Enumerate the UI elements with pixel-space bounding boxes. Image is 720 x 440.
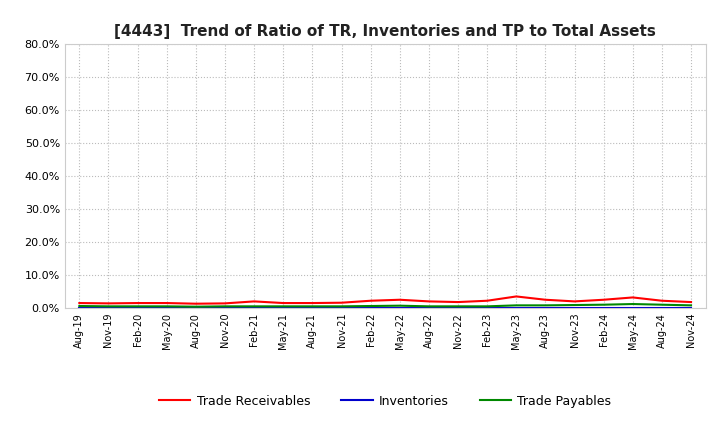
Inventories <box>629 305 637 311</box>
Trade Receivables <box>541 297 550 302</box>
Trade Payables <box>454 304 462 309</box>
Inventories <box>687 305 696 311</box>
Trade Payables <box>512 303 521 308</box>
Trade Receivables <box>337 300 346 305</box>
Trade Receivables <box>629 295 637 300</box>
Inventories <box>192 305 200 311</box>
Trade Payables <box>337 304 346 309</box>
Trade Payables <box>366 304 375 309</box>
Trade Payables <box>75 304 84 309</box>
Trade Receivables <box>250 299 258 304</box>
Trade Receivables <box>308 301 317 306</box>
Trade Payables <box>687 303 696 308</box>
Trade Receivables <box>483 298 492 304</box>
Inventories <box>483 305 492 311</box>
Trade Payables <box>250 304 258 309</box>
Trade Payables <box>308 304 317 309</box>
Trade Receivables <box>75 301 84 306</box>
Trade Receivables <box>133 301 142 306</box>
Trade Receivables <box>220 301 229 306</box>
Inventories <box>75 305 84 311</box>
Trade Payables <box>133 304 142 309</box>
Line: Trade Payables: Trade Payables <box>79 304 691 307</box>
Inventories <box>337 305 346 311</box>
Inventories <box>425 305 433 311</box>
Trade Payables <box>192 304 200 309</box>
Inventories <box>395 305 404 311</box>
Inventories <box>657 305 666 311</box>
Trade Payables <box>425 304 433 309</box>
Line: Trade Receivables: Trade Receivables <box>79 297 691 304</box>
Inventories <box>220 305 229 311</box>
Trade Payables <box>541 303 550 308</box>
Trade Receivables <box>163 301 171 306</box>
Trade Payables <box>570 302 579 308</box>
Trade Payables <box>220 304 229 309</box>
Trade Receivables <box>279 301 287 306</box>
Inventories <box>454 305 462 311</box>
Trade Receivables <box>366 298 375 304</box>
Trade Receivables <box>425 299 433 304</box>
Inventories <box>366 305 375 311</box>
Trade Receivables <box>570 299 579 304</box>
Trade Payables <box>163 304 171 309</box>
Trade Receivables <box>192 301 200 306</box>
Trade Payables <box>395 303 404 308</box>
Inventories <box>308 305 317 311</box>
Trade Receivables <box>512 294 521 299</box>
Inventories <box>163 305 171 311</box>
Trade Payables <box>629 301 637 307</box>
Trade Payables <box>657 302 666 307</box>
Inventories <box>570 305 579 311</box>
Inventories <box>599 305 608 311</box>
Title: [4443]  Trend of Ratio of TR, Inventories and TP to Total Assets: [4443] Trend of Ratio of TR, Inventories… <box>114 24 656 39</box>
Trade Receivables <box>395 297 404 302</box>
Inventories <box>512 305 521 311</box>
Inventories <box>104 305 113 311</box>
Trade Receivables <box>104 301 113 306</box>
Legend: Trade Receivables, Inventories, Trade Payables: Trade Receivables, Inventories, Trade Pa… <box>154 390 616 413</box>
Trade Receivables <box>687 299 696 304</box>
Inventories <box>133 305 142 311</box>
Trade Receivables <box>657 298 666 304</box>
Inventories <box>279 305 287 311</box>
Trade Payables <box>599 302 608 307</box>
Trade Receivables <box>454 299 462 304</box>
Inventories <box>541 305 550 311</box>
Inventories <box>250 305 258 311</box>
Trade Payables <box>104 304 113 309</box>
Trade Payables <box>279 304 287 309</box>
Trade Receivables <box>599 297 608 302</box>
Trade Payables <box>483 304 492 309</box>
